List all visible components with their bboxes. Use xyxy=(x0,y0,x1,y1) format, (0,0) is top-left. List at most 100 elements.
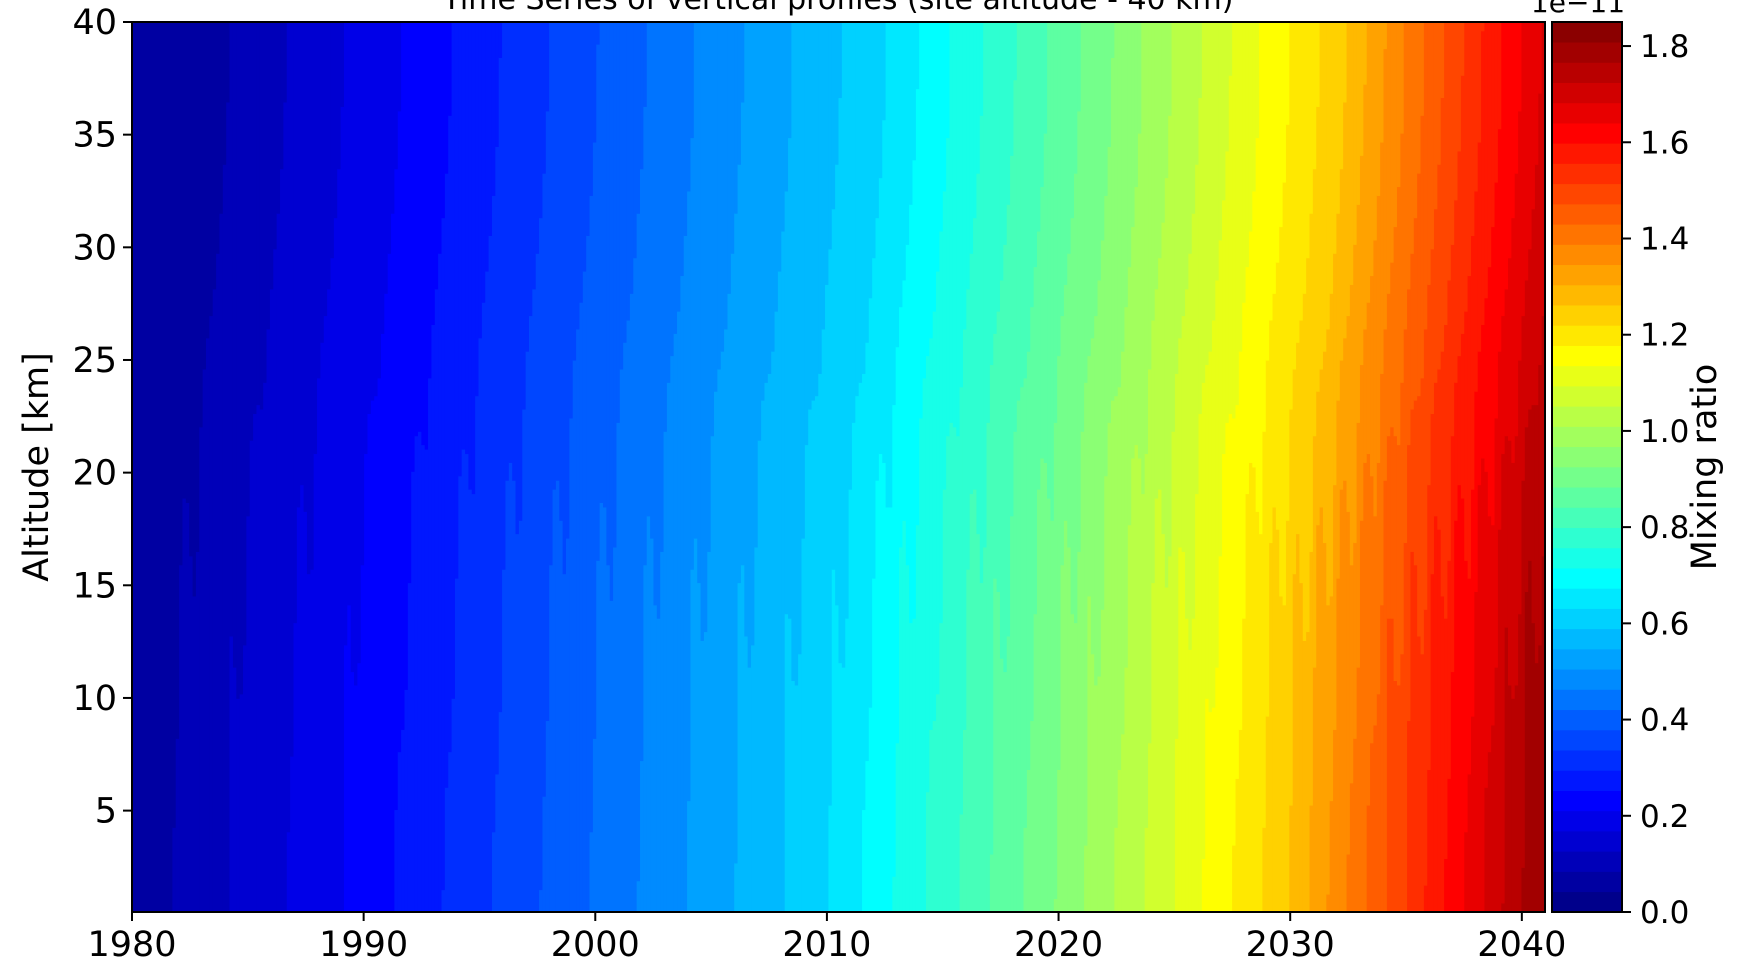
heatmap-cell xyxy=(1026,22,1031,352)
heatmap-cell xyxy=(148,22,153,912)
heatmap-cell xyxy=(872,22,877,259)
heatmap-cell xyxy=(424,22,429,450)
heatmap-cell xyxy=(1245,22,1250,268)
heatmap-cell xyxy=(1285,123,1290,521)
heatmap-cell xyxy=(966,288,971,570)
heatmap-cell xyxy=(1272,22,1277,294)
heatmap-cell xyxy=(1427,769,1432,912)
heatmap-cell xyxy=(1100,22,1105,241)
heatmap-cell xyxy=(367,22,372,414)
heatmap-cell xyxy=(1383,479,1388,912)
heatmap-cell xyxy=(1302,640,1307,912)
heatmap-cell xyxy=(1285,22,1290,125)
heatmap-cell xyxy=(1215,279,1220,668)
heatmap-cell xyxy=(777,270,782,912)
x-tick-label: 2020 xyxy=(1014,925,1103,965)
heatmap-cell xyxy=(1393,435,1398,681)
heatmap-cell xyxy=(1161,221,1166,535)
heatmap-cell xyxy=(1322,350,1327,544)
heatmap-cell xyxy=(905,22,910,245)
heatmap-cell xyxy=(1111,22,1115,59)
heatmap-cell xyxy=(1252,190,1257,468)
heatmap-cell xyxy=(1090,337,1095,655)
heatmap-cell xyxy=(1074,172,1078,624)
heatmap-cell xyxy=(828,248,833,806)
heatmap-cell xyxy=(902,520,907,912)
heatmap-cell xyxy=(1164,586,1169,912)
heatmap-cell xyxy=(586,235,591,912)
heatmap-cell xyxy=(185,502,190,912)
colorbar-band xyxy=(1552,628,1622,650)
heatmap-cell xyxy=(946,435,951,912)
heatmap-cell xyxy=(1460,75,1465,334)
heatmap-cell xyxy=(1265,715,1270,912)
heatmap-cell xyxy=(515,22,520,535)
heatmap-cell xyxy=(1036,22,1041,232)
heatmap-cell xyxy=(902,22,907,281)
heatmap-cell xyxy=(781,230,786,912)
heatmap-cell xyxy=(280,168,284,912)
heatmap-cell xyxy=(609,600,614,912)
heatmap-cell xyxy=(1178,337,1183,548)
heatmap-cell xyxy=(1218,239,1223,557)
heatmap-cell xyxy=(1003,22,1008,245)
heatmap-cell xyxy=(384,293,389,912)
heatmap-cell xyxy=(1541,315,1545,557)
heatmap-cell xyxy=(441,217,446,891)
heatmap-cell xyxy=(1380,373,1385,606)
heatmap-cell xyxy=(1390,426,1395,619)
colorbar-tick-label: 1.0 xyxy=(1640,414,1689,450)
heatmap-cell xyxy=(993,22,998,334)
chart-title: Time Series of vertical profiles (site a… xyxy=(442,0,1234,17)
heatmap-cell xyxy=(1020,22,1025,388)
heatmap-cell xyxy=(1410,408,1415,552)
x-tick-label: 2040 xyxy=(1477,925,1566,965)
heatmap-cell xyxy=(1053,422,1058,900)
heatmap-cell xyxy=(1356,422,1361,668)
heatmap-cell xyxy=(771,22,776,352)
heatmap-cell xyxy=(603,22,607,508)
heatmap-cell xyxy=(1430,413,1435,575)
heatmap-cell xyxy=(1346,511,1351,855)
heatmap-cell xyxy=(1296,342,1300,535)
heatmap-cell xyxy=(1477,350,1482,486)
heatmap-cell xyxy=(1289,22,1294,410)
heatmap-cell xyxy=(666,382,671,912)
heatmap-cell xyxy=(888,506,893,912)
heatmap-cell xyxy=(1151,319,1156,584)
heatmap-cell xyxy=(1070,217,1075,615)
heatmap-cell xyxy=(206,337,210,912)
heatmap-cell xyxy=(1043,132,1048,463)
heatmap-cell xyxy=(932,310,937,722)
heatmap-cell xyxy=(1316,22,1321,107)
heatmap-cell xyxy=(303,22,308,512)
heatmap-cell xyxy=(1383,48,1388,330)
heatmap-cell xyxy=(1444,324,1449,619)
heatmap-cell xyxy=(993,333,998,579)
heatmap-cell xyxy=(360,22,365,566)
heatmap-cell xyxy=(1225,422,1230,912)
heatmap-cell xyxy=(757,22,762,441)
heatmap-cell xyxy=(589,195,594,833)
heatmap-cell xyxy=(384,22,389,294)
heatmap-cell xyxy=(1013,431,1018,912)
heatmap-cell xyxy=(979,22,984,116)
heatmap-cell xyxy=(1370,742,1375,912)
heatmap-cell xyxy=(1235,778,1240,912)
heatmap-cell xyxy=(239,693,244,912)
colorbar-band xyxy=(1552,385,1622,407)
heatmap-cell xyxy=(1124,22,1129,308)
colorbar-band xyxy=(1552,223,1622,245)
heatmap-cell xyxy=(623,342,628,912)
heatmap-cell xyxy=(1030,306,1035,722)
heatmap-cell xyxy=(488,235,493,912)
heatmap-cell xyxy=(640,22,644,170)
heatmap-cell xyxy=(552,488,557,912)
heatmap-cell xyxy=(1524,22,1529,281)
heatmap-cell xyxy=(959,22,964,388)
heatmap-cell xyxy=(296,22,301,508)
heatmap-cell xyxy=(253,22,258,414)
heatmap-cell xyxy=(377,22,382,379)
heatmap-cell xyxy=(1248,462,1253,912)
heatmap-cell xyxy=(851,422,856,912)
